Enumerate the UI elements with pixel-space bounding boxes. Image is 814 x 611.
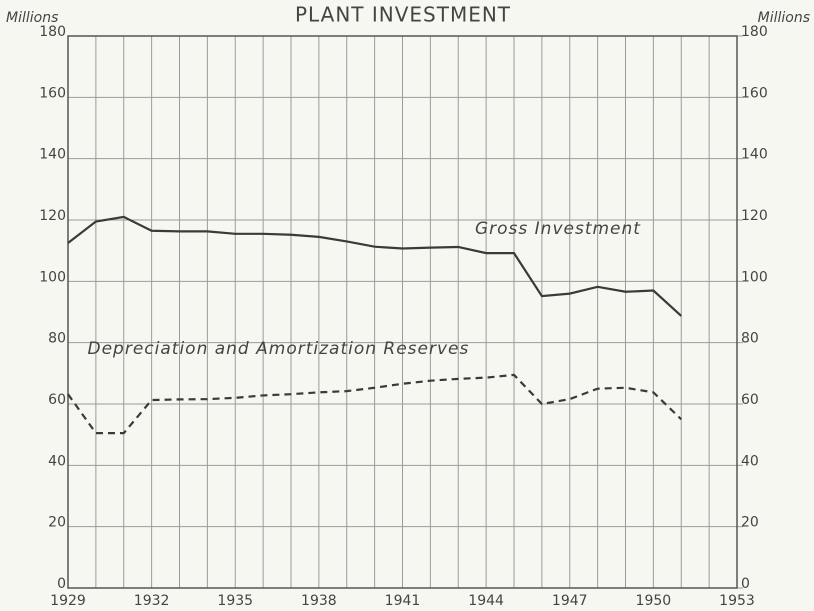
y-tick-label: 60 [48, 392, 66, 408]
y2-tick-label: 140 [741, 147, 768, 163]
x-tick-label: 1953 [719, 593, 755, 609]
y2-tick-label: 100 [741, 269, 768, 285]
x-tick-label: 1941 [385, 593, 421, 609]
y-tick-label: 0 [57, 576, 66, 592]
y-tick-label: 180 [39, 24, 66, 40]
y-axis-label: Millions [6, 10, 58, 26]
y2-tick-label: 120 [741, 208, 768, 224]
y2-tick-label: 80 [741, 331, 759, 347]
y-tick-label: 20 [48, 515, 66, 531]
x-tick-label: 1935 [217, 593, 253, 609]
y2-tick-label: 60 [741, 392, 759, 408]
data-line [67, 373, 683, 435]
y-tick-label: 120 [39, 208, 66, 224]
y-tick-label: 140 [39, 147, 66, 163]
x-tick-label: 1944 [468, 593, 504, 609]
y2-tick-label: 40 [741, 453, 759, 469]
x-tick-label: 1938 [301, 593, 337, 609]
data-line [67, 215, 682, 317]
y2-tick-label: 20 [741, 515, 759, 531]
x-tick-label: 1929 [50, 593, 86, 609]
x-tick-label: 1950 [636, 593, 672, 609]
y2-tick-label: 160 [741, 85, 768, 101]
chart-title: PLANT INVESTMENT [295, 3, 511, 27]
y2-tick-label: 180 [741, 24, 768, 40]
series-label: Depreciation and Amortization Reserves [88, 339, 470, 359]
y-tick-label: 100 [39, 269, 66, 285]
y-tick-label: 160 [39, 85, 66, 101]
plot-frame [67, 35, 738, 589]
y-tick-label: 80 [48, 331, 66, 347]
x-tick-label: 1947 [552, 593, 588, 609]
series-label: Gross Investment [475, 219, 641, 239]
y-tick-label: 40 [48, 453, 66, 469]
y2-axis-label: Millions [758, 10, 810, 26]
y2-tick-label: 0 [741, 576, 750, 592]
x-tick-label: 1932 [134, 593, 170, 609]
